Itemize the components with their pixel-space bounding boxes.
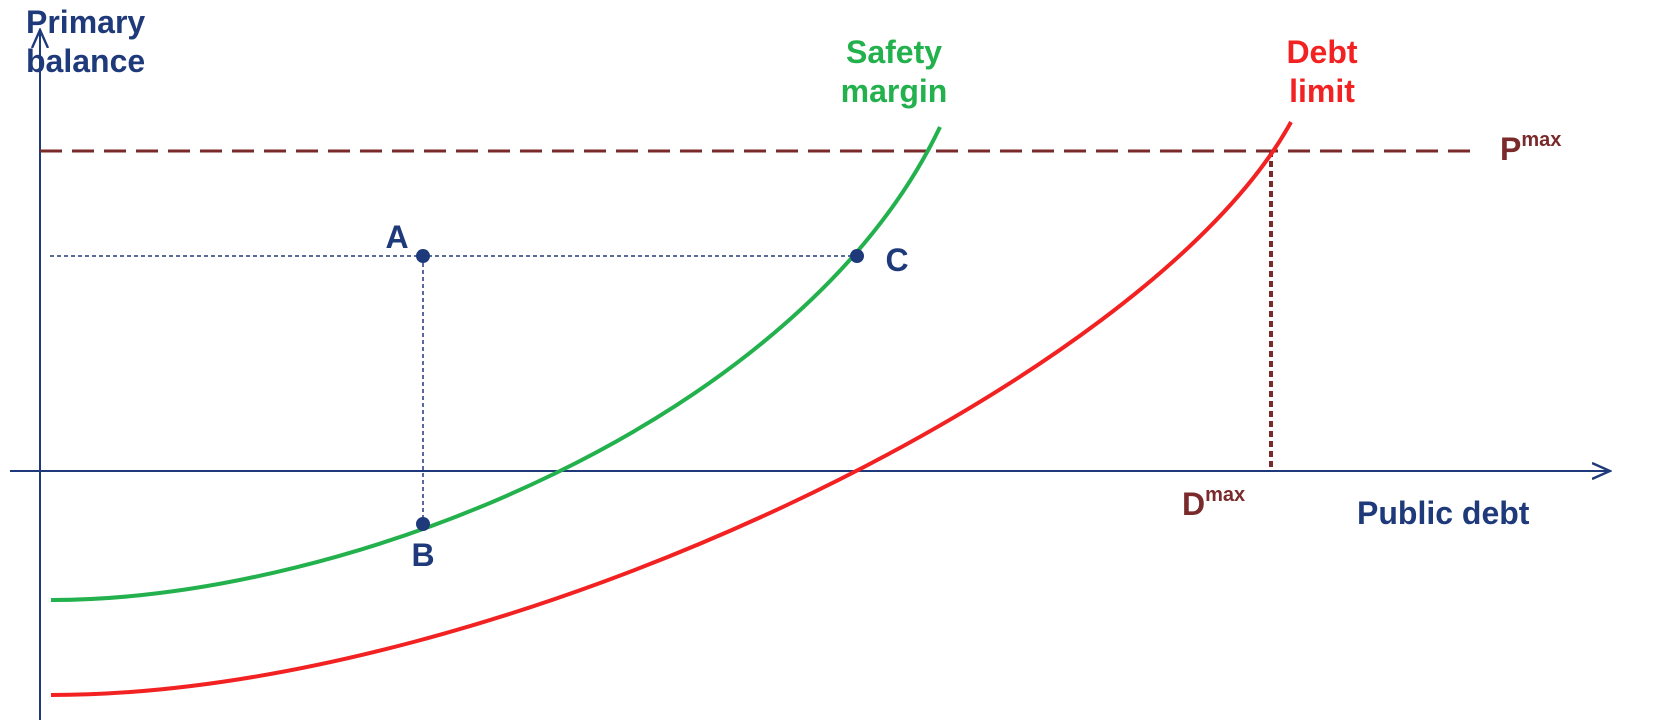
point-label: C bbox=[885, 242, 908, 278]
d-max-label: Dmax bbox=[1182, 484, 1245, 522]
point-c bbox=[850, 249, 864, 263]
x-label: Public debt bbox=[1357, 495, 1530, 531]
d-max-base: D bbox=[1182, 486, 1205, 522]
point-b bbox=[416, 517, 430, 531]
point-label: B bbox=[411, 537, 434, 573]
debt-limit-curve bbox=[50, 121, 1293, 697]
point-a bbox=[416, 249, 430, 263]
curve-label: margin bbox=[841, 73, 948, 109]
curve-label: limit bbox=[1289, 73, 1355, 109]
p-max-base: P bbox=[1500, 131, 1521, 167]
p-max-sup: max bbox=[1521, 129, 1561, 151]
d-max-sup: max bbox=[1205, 484, 1245, 506]
p-max-label: Pmax bbox=[1500, 129, 1561, 167]
curve-label: Debt bbox=[1286, 34, 1357, 70]
curve-label: Safety bbox=[846, 34, 942, 70]
y-label: balance bbox=[26, 43, 145, 79]
safety-margin-curve bbox=[50, 126, 942, 602]
point-label: A bbox=[385, 219, 408, 255]
y-label: Primary bbox=[26, 4, 145, 40]
